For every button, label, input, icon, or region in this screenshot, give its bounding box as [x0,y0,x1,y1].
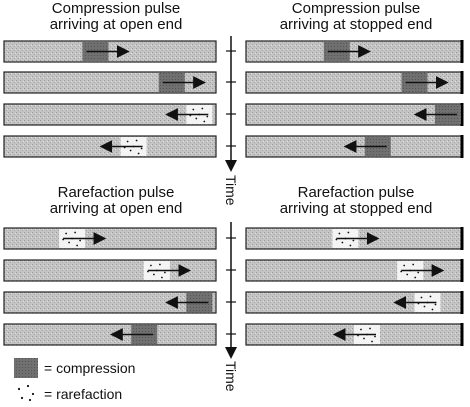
rarefaction-dot [414,276,417,279]
legend-compression-label: = compression [44,360,136,376]
tube-row [3,259,217,282]
air-column [3,227,217,250]
rarefaction-dot [403,264,406,267]
tube-row [3,135,217,158]
rarefaction-dot [31,392,35,396]
title-line: arriving at open end [49,200,183,217]
title-line: arriving at stopped end [279,200,433,217]
rarefaction-dot [349,244,352,247]
tube-row [3,323,217,346]
title-line: Rarefaction pulse [57,184,175,201]
title-line: arriving at stopped end [279,16,433,33]
rarefaction-dot [74,231,77,234]
rarefaction-dot [429,295,432,298]
time-axis-label: Time [223,361,239,392]
rarefaction-dot [341,241,344,244]
rarefaction-dot [161,276,163,279]
rarefaction-dot [159,263,161,266]
rarefaction-dot [338,232,341,235]
tube-row [3,40,217,63]
rarefaction-dot [423,305,426,308]
time-axis-label: Time [223,175,239,206]
title-rarefaction-open: Rarefaction pulse arriving at open end [2,185,230,217]
air-column [3,103,217,126]
rarefaction-dot [371,340,373,343]
tube-row [245,103,464,126]
rarefaction-dot [420,296,423,299]
tube-row [245,259,464,282]
tube-row [245,40,464,63]
rarefaction-dot [79,239,82,242]
time-axis-arrowhead [225,347,237,359]
rarefaction-dot [76,244,79,247]
rarefaction-dot [17,387,21,391]
title-line: Compression pulse [291,0,421,17]
rarefaction-dot [65,232,68,235]
rarefaction-dot [374,335,376,338]
rarefaction-dot [153,273,155,276]
tube-row [3,103,217,126]
rarefaction-dot [206,115,209,118]
rarefaction-dot [201,107,204,110]
legend-rarefaction-bg [14,384,38,404]
legend-rarefaction-swatch [14,384,38,404]
rarefaction-dot [406,273,409,276]
tube-row [245,323,464,346]
rarefaction-dot [195,117,198,120]
tube-row [245,71,464,94]
rarefaction-dot [28,398,32,402]
tube-row [245,227,464,250]
legend-compression-swatch [14,358,38,378]
title-compression-stopped: Compression pulse arriving at stopped en… [242,1,470,33]
rarefaction-dot [412,263,415,266]
rarefaction-dot [431,308,434,311]
tube-row [3,71,217,94]
time-axis-arrowhead [225,160,237,172]
title-line: Compression pulse [51,0,181,17]
rarefaction-dot [137,152,140,155]
air-column [3,291,217,314]
rarefaction-dot [417,271,420,274]
tube-row [245,291,464,314]
rarefaction-dot [164,271,166,274]
rarefaction-dot [369,327,371,330]
title-line: Rarefaction pulse [297,184,415,201]
rarefaction-dot [363,337,365,340]
rarefaction-dot [135,139,138,142]
rarefaction-dot [360,328,362,331]
rarefaction-dot [150,264,152,267]
rarefaction-dot [140,147,143,150]
air-column [3,323,217,346]
rarefaction-dot [26,384,30,388]
rarefaction-dot [126,140,129,143]
rarefaction-dot [434,303,437,306]
title-compression-open: Compression pulse arriving at open end [2,1,230,33]
rarefaction-dot [68,241,71,244]
rarefaction-dot [192,108,195,111]
rarefaction-dot [20,396,24,400]
title-line: arriving at open end [49,16,183,33]
tube-row [3,227,217,250]
rarefaction-dot [129,149,132,152]
title-rarefaction-stopped: Rarefaction pulse arriving at stopped en… [242,185,470,217]
tube-row [245,135,464,158]
tube-row [3,291,217,314]
rarefaction-dot [347,231,350,234]
rarefaction-dot [352,239,355,242]
rarefaction-dot [203,120,206,123]
legend-rarefaction-label: = rarefaction [44,386,123,402]
